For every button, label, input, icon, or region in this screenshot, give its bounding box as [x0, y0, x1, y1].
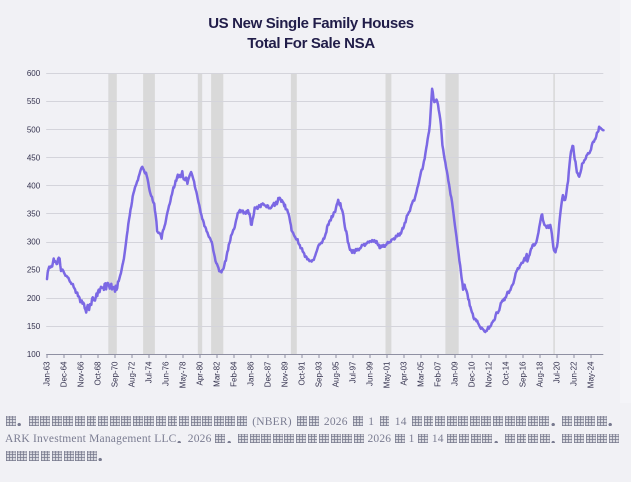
svg-text:Jun-76: Jun-76 — [162, 361, 171, 386]
svg-text:Nov-12: Nov-12 — [485, 361, 494, 387]
svg-text:Jul-97: Jul-97 — [349, 361, 358, 383]
svg-text:Feb-84: Feb-84 — [230, 361, 239, 387]
svg-text:Oct-91: Oct-91 — [298, 361, 307, 386]
svg-text:100: 100 — [27, 350, 41, 359]
svg-text:Oct-68: Oct-68 — [94, 361, 103, 386]
svg-text:Dec-64: Dec-64 — [60, 361, 69, 387]
svg-text:Nov-89: Nov-89 — [281, 361, 290, 387]
svg-text:Jul-74: Jul-74 — [145, 361, 154, 383]
svg-text:350: 350 — [27, 210, 41, 219]
svg-text:Apr-80: Apr-80 — [196, 361, 205, 386]
svg-text:Dec-87: Dec-87 — [264, 361, 273, 387]
svg-text:May-78: May-78 — [179, 361, 188, 388]
svg-text:300: 300 — [27, 238, 41, 247]
svg-text:500: 500 — [27, 125, 41, 134]
svg-text:450: 450 — [27, 153, 41, 162]
svg-text:Jun-99: Jun-99 — [366, 361, 375, 386]
svg-text:May-01: May-01 — [383, 361, 392, 388]
svg-text:Aug-95: Aug-95 — [332, 361, 341, 387]
svg-text:600: 600 — [27, 69, 41, 78]
svg-text:Mar-05: Mar-05 — [417, 361, 426, 387]
svg-text:Dec-10: Dec-10 — [468, 361, 477, 387]
svg-text:Aug-18: Aug-18 — [536, 361, 545, 387]
svg-text:400: 400 — [27, 182, 41, 191]
svg-text:Jan-63: Jan-63 — [43, 361, 52, 386]
svg-text:Sep-16: Sep-16 — [519, 361, 528, 387]
svg-text:Jan-09: Jan-09 — [451, 361, 460, 386]
svg-text:Aug-72: Aug-72 — [128, 361, 137, 387]
svg-text:May-24: May-24 — [587, 361, 596, 388]
svg-text:Sep-93: Sep-93 — [315, 361, 324, 387]
svg-text:Jun-22: Jun-22 — [570, 361, 579, 386]
svg-text:Nov-66: Nov-66 — [77, 361, 86, 387]
svg-text:Apr-03: Apr-03 — [400, 361, 409, 386]
svg-text:Sep-70: Sep-70 — [111, 361, 120, 387]
svg-text:Mar-82: Mar-82 — [213, 361, 222, 387]
svg-text:Jan-86: Jan-86 — [247, 361, 256, 386]
svg-text:200: 200 — [27, 294, 41, 303]
svg-text:Feb-07: Feb-07 — [434, 361, 443, 387]
svg-text:Jul-20: Jul-20 — [553, 361, 562, 383]
svg-text:Oct-14: Oct-14 — [502, 361, 511, 386]
svg-text:550: 550 — [27, 97, 41, 106]
svg-text:250: 250 — [27, 266, 41, 275]
svg-text:150: 150 — [27, 322, 41, 331]
